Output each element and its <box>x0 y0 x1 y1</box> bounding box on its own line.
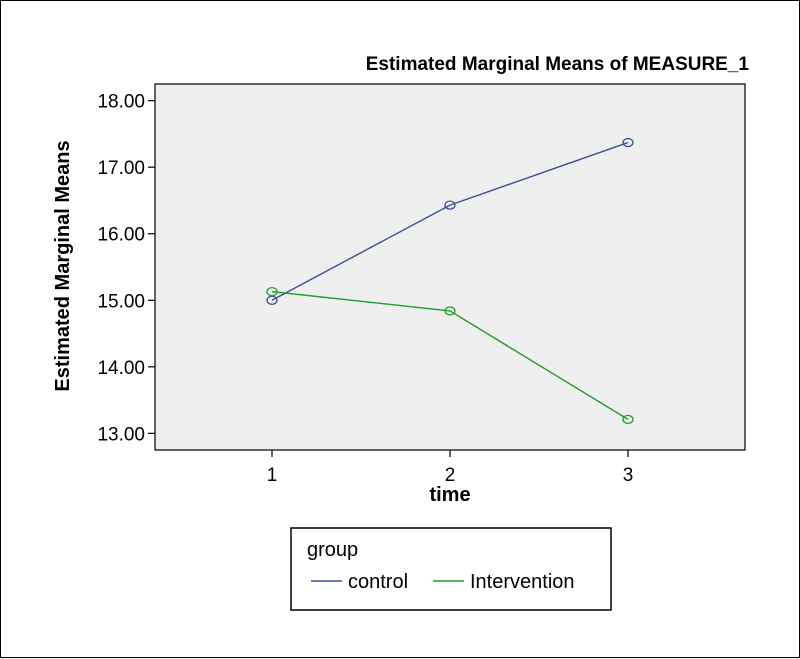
plot-area <box>154 83 746 451</box>
y-tick-label: 17.00 <box>97 158 145 179</box>
x-tick-label: 2 <box>445 465 456 486</box>
x-axis-title: time <box>429 484 470 506</box>
y-axis: 13.00 14.00 15.00 16.00 17.00 18.00 <box>97 92 155 445</box>
y-axis-title: Estimated Marginal Means <box>52 140 74 391</box>
x-tick-label: 3 <box>623 465 634 486</box>
y-tick-label: 16.00 <box>97 225 145 246</box>
data-point-intervention <box>444 306 456 316</box>
data-point-control <box>444 200 456 210</box>
legend-box <box>290 527 612 611</box>
series-line-intervention <box>271 290 629 420</box>
legend-title: group <box>307 539 358 561</box>
y-tick-label: 14.00 <box>97 358 145 379</box>
data-point-intervention <box>622 414 634 425</box>
legend: group control Intervention <box>290 527 612 611</box>
chart-title: Estimated Marginal Means of MEASURE_1 <box>366 54 750 75</box>
data-point-intervention <box>266 286 278 297</box>
y-tick-label: 13.00 <box>97 424 145 445</box>
legend-label-control: control <box>348 571 408 593</box>
legend-label-intervention: Intervention <box>470 571 575 593</box>
y-tick-label: 18.00 <box>97 92 145 113</box>
data-point-control <box>622 137 634 148</box>
y-tick-label: 15.00 <box>97 291 145 312</box>
x-axis: 1 2 3 <box>267 450 634 486</box>
legend-items: control Intervention <box>311 571 575 593</box>
series-line-control <box>271 141 629 301</box>
x-tick-label: 1 <box>267 465 278 486</box>
data-point-control <box>266 295 278 305</box>
series-layer <box>266 137 634 425</box>
